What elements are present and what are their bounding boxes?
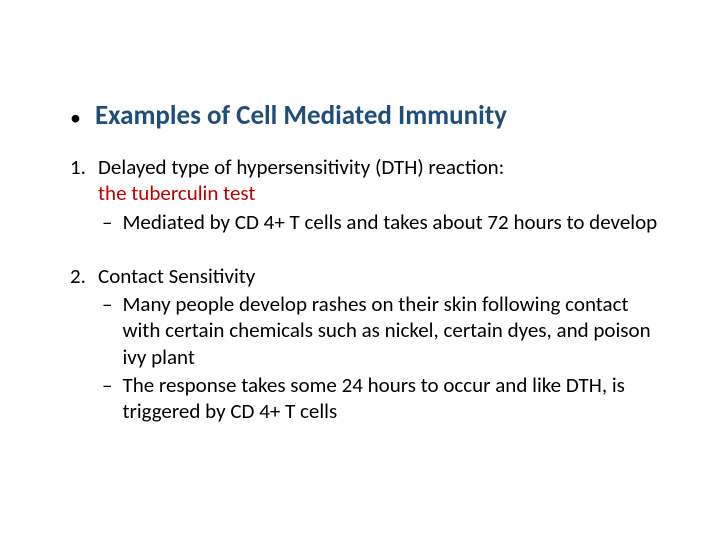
item-body: Contact Sensitivity – Many people develo… [98, 263, 660, 425]
sub-item: – Many people develop rashes on their sk… [102, 291, 660, 370]
item-text: Contact Sensitivity [98, 263, 660, 289]
list-item: 2. Contact Sensitivity – Many people dev… [70, 263, 660, 425]
bullet-icon: • [70, 100, 81, 136]
slide-title: Examples of Cell Mediated Immunity [95, 100, 507, 132]
sub-text: The response takes some 24 hours to occu… [122, 372, 660, 425]
slide: • Examples of Cell Mediated Immunity 1. … [0, 0, 720, 540]
item-body: Delayed type of hypersensitivity (DTH) r… [98, 154, 660, 235]
sub-item: – Mediated by CD 4+ T cells and takes ab… [102, 209, 660, 235]
list-item-row: 1. Delayed type of hypersensitivity (DTH… [70, 154, 660, 235]
sub-text: Many people develop rashes on their skin… [122, 291, 660, 370]
item-number: 2. [70, 263, 98, 289]
item-number: 1. [70, 154, 98, 180]
dash-icon: – [102, 291, 112, 317]
sub-text: Mediated by CD 4+ T cells and takes abou… [122, 209, 660, 235]
sub-item: – The response takes some 24 hours to oc… [102, 372, 660, 425]
list-item: 1. Delayed type of hypersensitivity (DTH… [70, 154, 660, 235]
list-item-row: 2. Contact Sensitivity – Many people dev… [70, 263, 660, 425]
item-highlight: the tuberculin test [98, 180, 660, 206]
title-row: • Examples of Cell Mediated Immunity [70, 100, 660, 136]
dash-icon: – [102, 372, 112, 398]
item-text: Delayed type of hypersensitivity (DTH) r… [98, 154, 660, 180]
dash-icon: – [102, 209, 112, 235]
